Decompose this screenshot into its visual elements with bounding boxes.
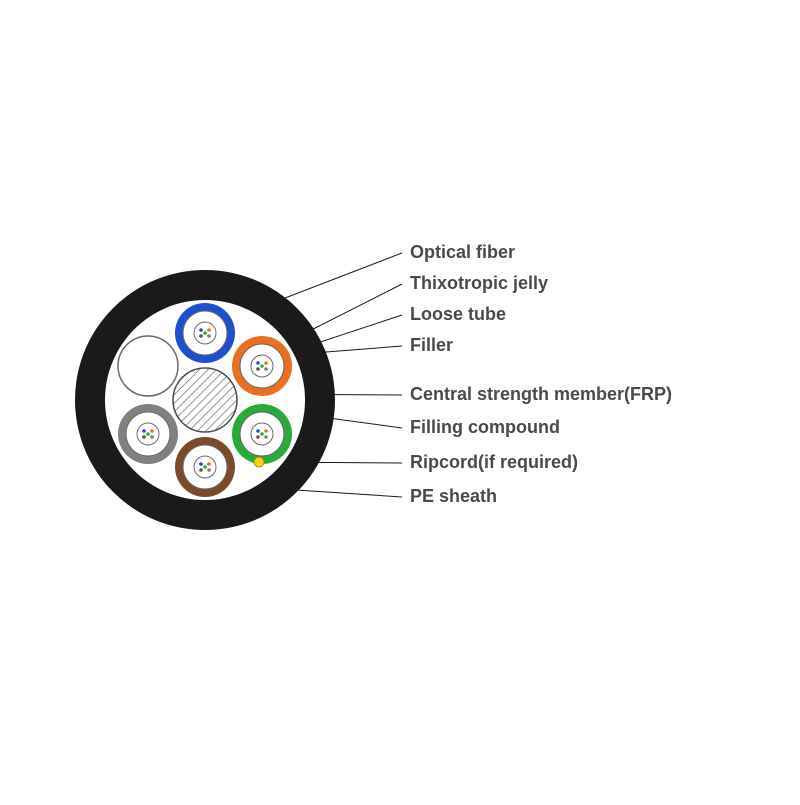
cable-diagram: Optical fiber Thixotropic jelly Loose tube… [0, 0, 800, 800]
label-1: Thixotropic jelly [410, 273, 548, 294]
label-4: Central strength member(FRP) [410, 384, 672, 405]
label-3: Filler [410, 335, 453, 356]
label-6: Ripcord(if required) [410, 452, 578, 473]
cable-cross-section [75, 270, 335, 530]
label-5: Filling compound [410, 417, 560, 438]
label-7: PE sheath [410, 486, 497, 507]
label-0: Optical fiber [410, 242, 515, 263]
diagram-svg [0, 0, 800, 800]
label-2: Loose tube [410, 304, 506, 325]
